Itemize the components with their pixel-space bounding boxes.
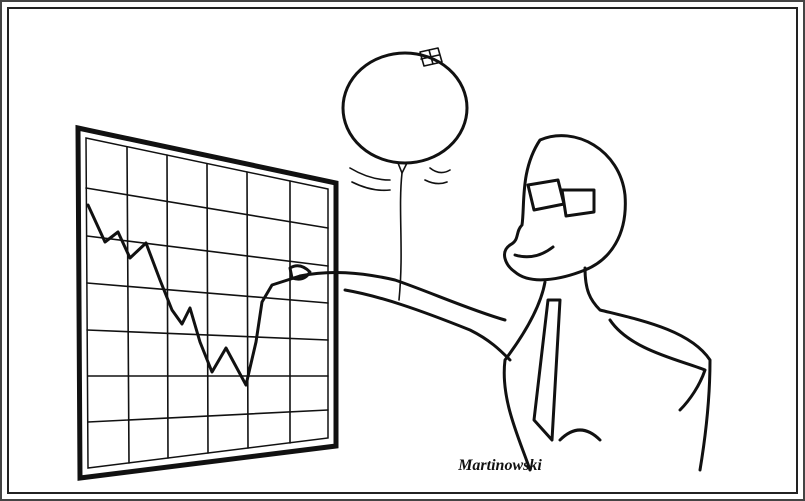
signature: Martinowski (457, 457, 542, 474)
cartoon: Martinowski (0, 0, 805, 501)
chart-board (78, 128, 336, 478)
page: Martinowski (() => { const data = JSON.p… (0, 0, 805, 501)
